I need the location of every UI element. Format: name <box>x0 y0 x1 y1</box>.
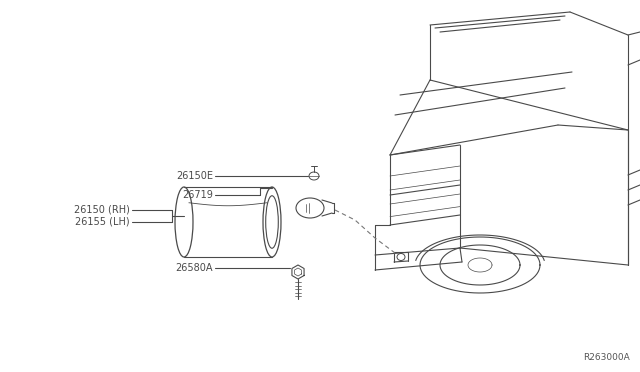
Text: 26719: 26719 <box>182 190 213 200</box>
Text: R263000A: R263000A <box>583 353 630 362</box>
Text: 26155 (LH): 26155 (LH) <box>76 217 130 227</box>
Text: 26150E: 26150E <box>176 171 213 181</box>
Text: 26580A: 26580A <box>175 263 213 273</box>
Text: 26150 (RH): 26150 (RH) <box>74 205 130 215</box>
